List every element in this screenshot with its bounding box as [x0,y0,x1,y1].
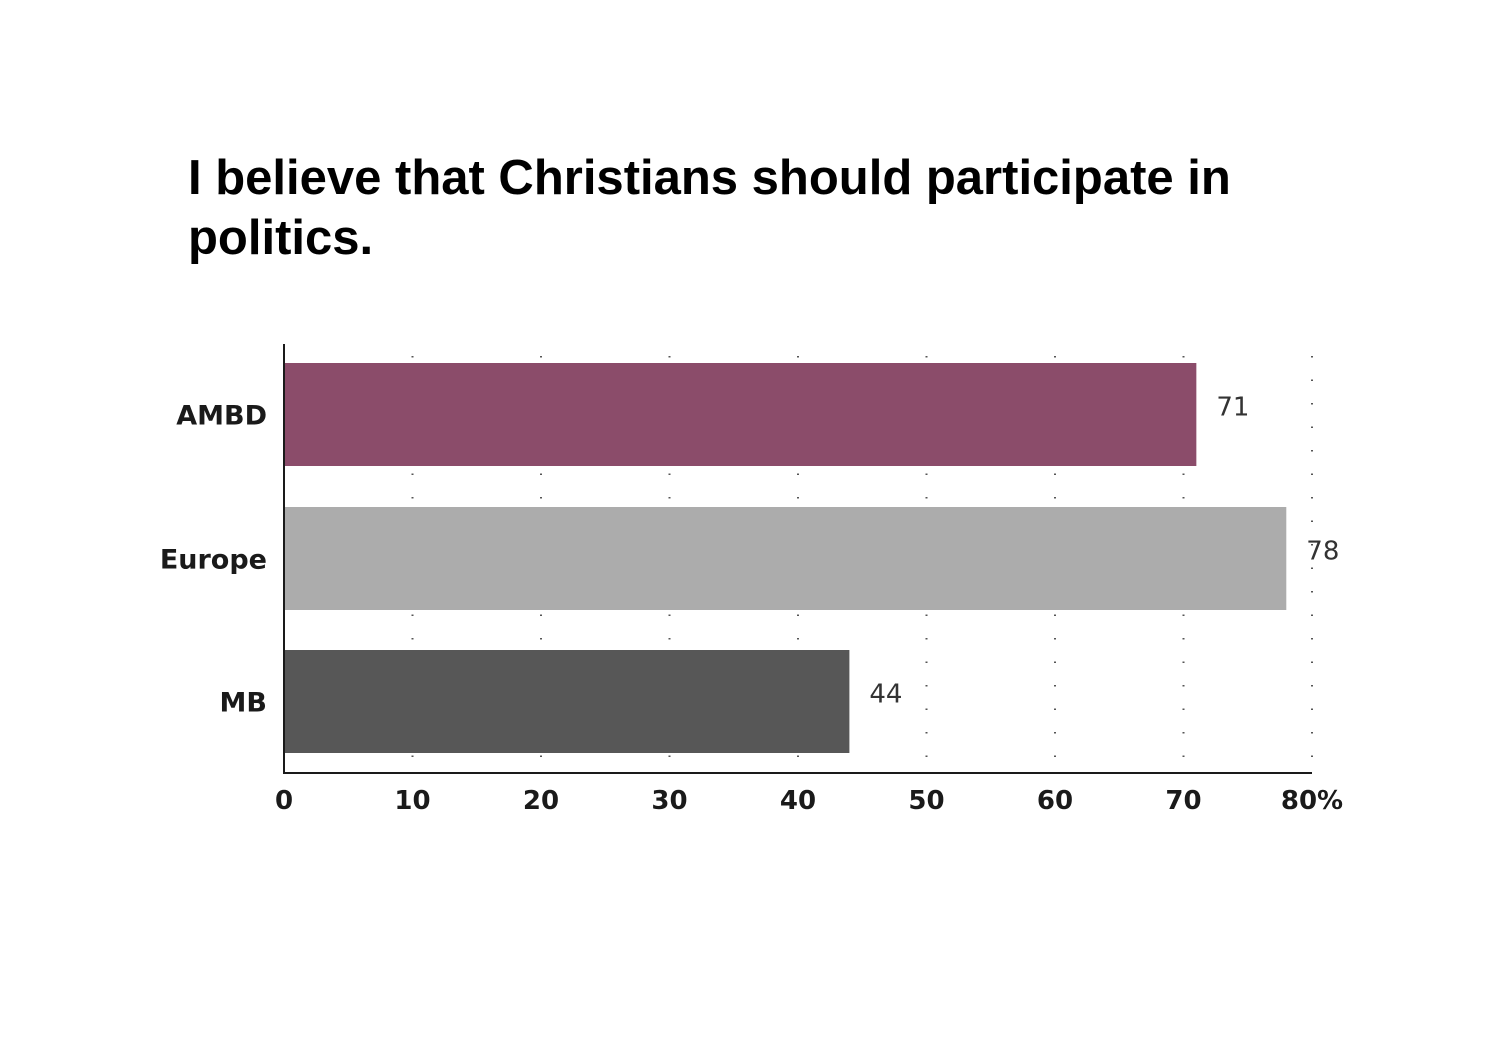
x-tick-label: 20 [523,786,559,816]
bar-mb [284,650,850,753]
category-label: Europe [160,545,267,576]
x-tick-label: 40 [780,786,816,816]
category-label: MB [220,688,267,719]
x-tick-label: 80% [1281,786,1343,816]
category-label: AMBD [176,401,267,432]
x-tick-label: 10 [394,786,430,816]
data-label: 71 [1216,393,1249,423]
bar-europe [284,507,1287,610]
axes [283,344,1312,774]
x-tick-label: 60 [1037,786,1073,816]
x-tick-label: 70 [1165,786,1201,816]
x-tick-label: 30 [651,786,687,816]
bars [284,363,1287,753]
x-tick-label: 50 [908,786,944,816]
bar-ambd [284,363,1197,466]
x-tick-label: 0 [275,786,293,816]
labels: AMBD Europe MB 71 78 44 0 10 20 30 40 50 60 70 80% [160,393,1343,817]
data-label: 44 [869,680,902,710]
chart-title: I believe that Christians should partici… [188,151,1231,265]
data-label: 78 [1306,537,1339,567]
